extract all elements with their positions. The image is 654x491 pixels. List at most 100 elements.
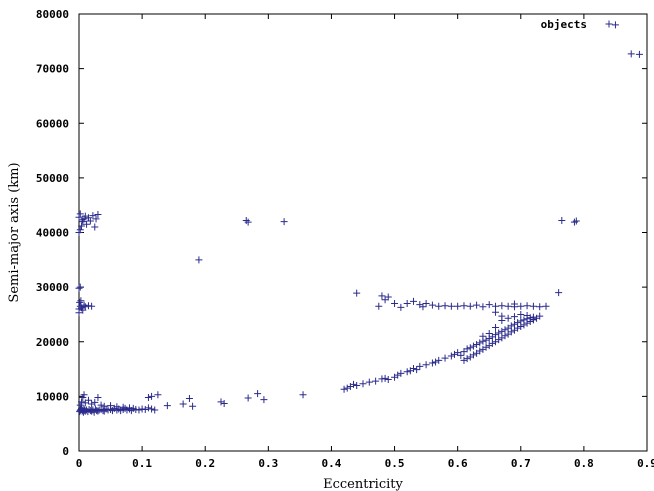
data-point	[492, 331, 500, 339]
data-point	[92, 215, 100, 223]
y-tick-label: 40000	[36, 227, 69, 240]
data-point	[384, 375, 392, 383]
x-tick-label: 0.8	[574, 457, 594, 470]
data-point	[88, 302, 96, 310]
data-point	[81, 212, 89, 220]
data-point	[572, 217, 580, 225]
data-point	[479, 345, 487, 353]
y-tick-label: 10000	[36, 390, 69, 403]
data-point	[99, 407, 107, 415]
y-axis-label: Semi-major axis (km)	[7, 162, 22, 302]
legend-marker-plus	[605, 20, 613, 28]
data-point	[482, 336, 490, 344]
data-point	[76, 401, 84, 409]
data-point	[88, 400, 96, 408]
data-point	[78, 398, 86, 406]
data-point	[507, 322, 515, 330]
data-point	[80, 391, 88, 399]
data-point	[86, 217, 94, 225]
data-point	[77, 297, 85, 305]
x-axis-label: Eccentricity	[323, 477, 403, 491]
data-point	[498, 327, 506, 335]
data-point	[492, 324, 500, 332]
data-point	[81, 303, 89, 311]
data-point	[403, 300, 411, 308]
data-point	[473, 301, 481, 309]
data-point	[485, 342, 493, 350]
x-tick-label: 0	[76, 457, 83, 470]
data-point	[97, 401, 105, 409]
data-point	[132, 405, 140, 413]
x-tick-label: 0.1	[132, 457, 152, 470]
data-point	[492, 338, 500, 346]
data-point	[447, 352, 455, 360]
data-point	[466, 302, 474, 310]
data-point	[428, 359, 436, 367]
data-point	[428, 301, 436, 309]
data-point	[75, 309, 83, 317]
data-point	[529, 302, 537, 310]
data-point	[384, 293, 392, 301]
data-point	[84, 396, 92, 404]
data-point	[94, 210, 102, 218]
data-point	[466, 353, 474, 361]
data-point	[185, 395, 193, 403]
data-point	[473, 340, 481, 348]
data-point	[529, 315, 537, 323]
data-point	[135, 406, 143, 414]
data-point	[78, 216, 86, 224]
data-point	[409, 297, 417, 305]
data-point	[542, 302, 550, 310]
data-point	[244, 394, 252, 402]
data-points	[75, 21, 643, 416]
data-point	[83, 220, 91, 228]
x-tick-label: 0.2	[195, 457, 215, 470]
data-point	[148, 405, 156, 413]
data-point	[413, 366, 421, 374]
data-point	[492, 308, 500, 316]
data-point	[397, 303, 405, 311]
data-point	[80, 301, 88, 309]
data-point	[495, 329, 503, 337]
data-point	[504, 330, 512, 338]
data-point	[460, 302, 468, 310]
data-point	[359, 380, 367, 388]
data-point	[523, 302, 531, 310]
data-point	[100, 402, 108, 410]
data-point	[416, 362, 424, 370]
data-point	[570, 218, 578, 226]
legend: objects	[541, 18, 613, 31]
data-point	[476, 339, 484, 347]
data-point	[350, 380, 358, 388]
data-point	[447, 302, 455, 310]
data-point	[91, 223, 99, 231]
data-point	[260, 396, 268, 404]
data-point	[627, 50, 635, 58]
data-point	[517, 310, 525, 318]
data-point	[299, 391, 307, 399]
data-point	[148, 392, 156, 400]
data-point	[403, 368, 411, 376]
y-tick-label: 80000	[36, 8, 69, 21]
data-point	[378, 292, 386, 300]
data-point	[466, 344, 474, 352]
data-point	[441, 354, 449, 362]
data-point	[510, 320, 518, 328]
data-point	[555, 289, 563, 297]
data-point	[343, 384, 351, 392]
data-point	[558, 216, 566, 224]
data-point	[242, 216, 250, 224]
x-tick-label: 0.9	[637, 457, 654, 470]
data-point	[141, 405, 149, 413]
data-point	[523, 319, 531, 327]
data-point	[195, 256, 203, 264]
data-point	[504, 302, 512, 310]
data-point	[76, 210, 84, 218]
data-point	[498, 302, 506, 310]
x-tick-label: 0.6	[448, 457, 468, 470]
data-point	[492, 302, 500, 310]
data-point	[78, 222, 86, 230]
data-point	[435, 356, 443, 364]
data-point	[94, 407, 102, 415]
